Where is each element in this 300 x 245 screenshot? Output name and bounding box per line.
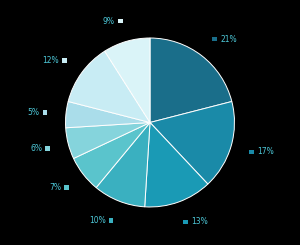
Wedge shape	[145, 122, 208, 207]
Text: 7%: 7%	[49, 183, 61, 192]
Text: 13%: 13%	[191, 217, 208, 226]
Bar	[109, 218, 113, 223]
Bar	[45, 147, 50, 151]
Wedge shape	[150, 38, 232, 122]
Bar	[183, 220, 188, 224]
Text: 5%: 5%	[27, 108, 39, 117]
Text: 12%: 12%	[42, 56, 59, 65]
Bar	[212, 37, 217, 41]
Wedge shape	[74, 122, 150, 188]
Wedge shape	[65, 101, 150, 128]
Bar	[118, 19, 123, 24]
Text: 10%: 10%	[89, 216, 106, 225]
Text: 6%: 6%	[30, 144, 42, 153]
Bar	[249, 150, 254, 154]
Bar	[43, 110, 47, 115]
Wedge shape	[150, 101, 235, 184]
Bar	[62, 58, 67, 63]
Wedge shape	[68, 51, 150, 123]
Wedge shape	[66, 122, 150, 159]
Text: 17%: 17%	[257, 147, 274, 157]
Bar	[64, 185, 69, 190]
Text: 21%: 21%	[220, 35, 237, 44]
Wedge shape	[105, 38, 150, 122]
Text: 9%: 9%	[103, 17, 115, 25]
Wedge shape	[96, 122, 150, 207]
